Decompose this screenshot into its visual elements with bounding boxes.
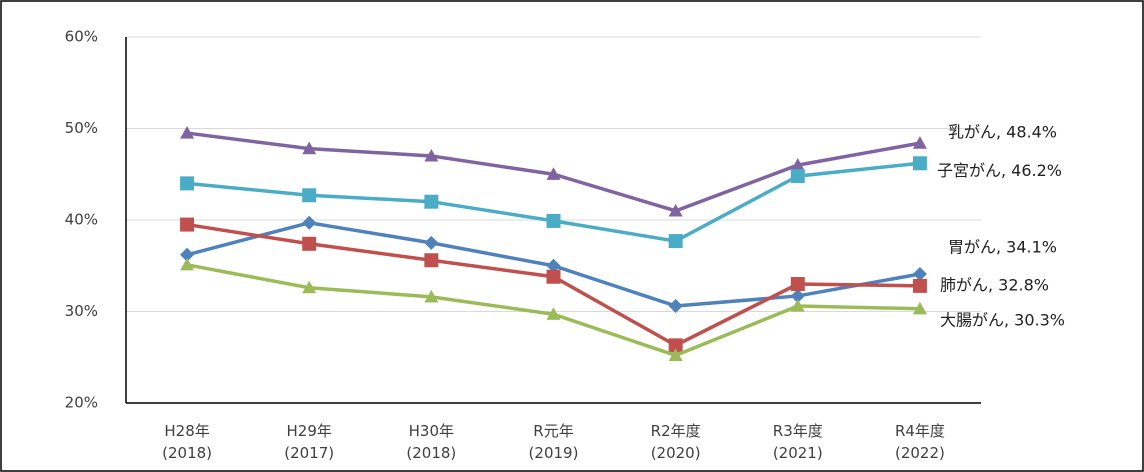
marker — [912, 266, 927, 281]
data-label: 大腸がん, 30.3% — [940, 310, 1065, 329]
data-label: 乳がん, 48.4% — [948, 123, 1057, 142]
x-tick-label: R4年度(2022) — [895, 422, 945, 462]
y-tick-label: 50% — [65, 119, 98, 137]
marker — [546, 307, 561, 320]
data-label: 子宮がん, 46.2% — [937, 161, 1062, 180]
y-tick-label: 20% — [65, 394, 98, 412]
marker — [424, 148, 439, 162]
marker — [912, 136, 927, 149]
marker — [180, 217, 195, 232]
x-tick-label: R2年度(2020) — [651, 422, 701, 462]
marker — [180, 176, 195, 191]
marker — [302, 141, 317, 155]
marker — [668, 338, 683, 353]
data-label: 胃がん, 34.1% — [948, 237, 1057, 256]
marker — [790, 169, 805, 184]
marker — [668, 234, 683, 249]
y-tick-label: 40% — [65, 211, 98, 229]
marker — [912, 278, 927, 293]
marker — [912, 301, 927, 315]
marker — [302, 188, 317, 203]
x-tick-label: R3年度(2021) — [773, 422, 823, 462]
marker — [790, 277, 805, 292]
marker — [546, 258, 561, 273]
marker — [546, 269, 561, 284]
marker — [180, 257, 195, 271]
marker — [668, 203, 683, 217]
marker — [424, 194, 439, 209]
marker — [668, 348, 683, 362]
marker — [180, 247, 195, 262]
marker — [302, 215, 317, 230]
marker — [424, 289, 439, 303]
marker — [424, 235, 439, 250]
x-tick-label: R元年(2019) — [529, 422, 579, 462]
x-tick-label: H30年(2018) — [406, 422, 456, 462]
marker — [546, 167, 561, 180]
marker — [790, 299, 805, 312]
marker — [790, 158, 805, 171]
y-tick-label: 30% — [65, 302, 98, 320]
marker — [302, 280, 317, 294]
x-tick-label: H28年(2018) — [162, 422, 212, 462]
x-tick-label: H29年(2017) — [284, 422, 334, 462]
marker — [302, 236, 317, 251]
marker — [912, 156, 927, 171]
y-tick-label: 60% — [65, 28, 98, 46]
marker — [790, 288, 805, 303]
marker — [546, 213, 561, 228]
data-label: 肺がん, 32.8% — [940, 275, 1049, 294]
marker — [180, 126, 195, 139]
marker — [424, 253, 439, 268]
marker — [668, 299, 683, 314]
